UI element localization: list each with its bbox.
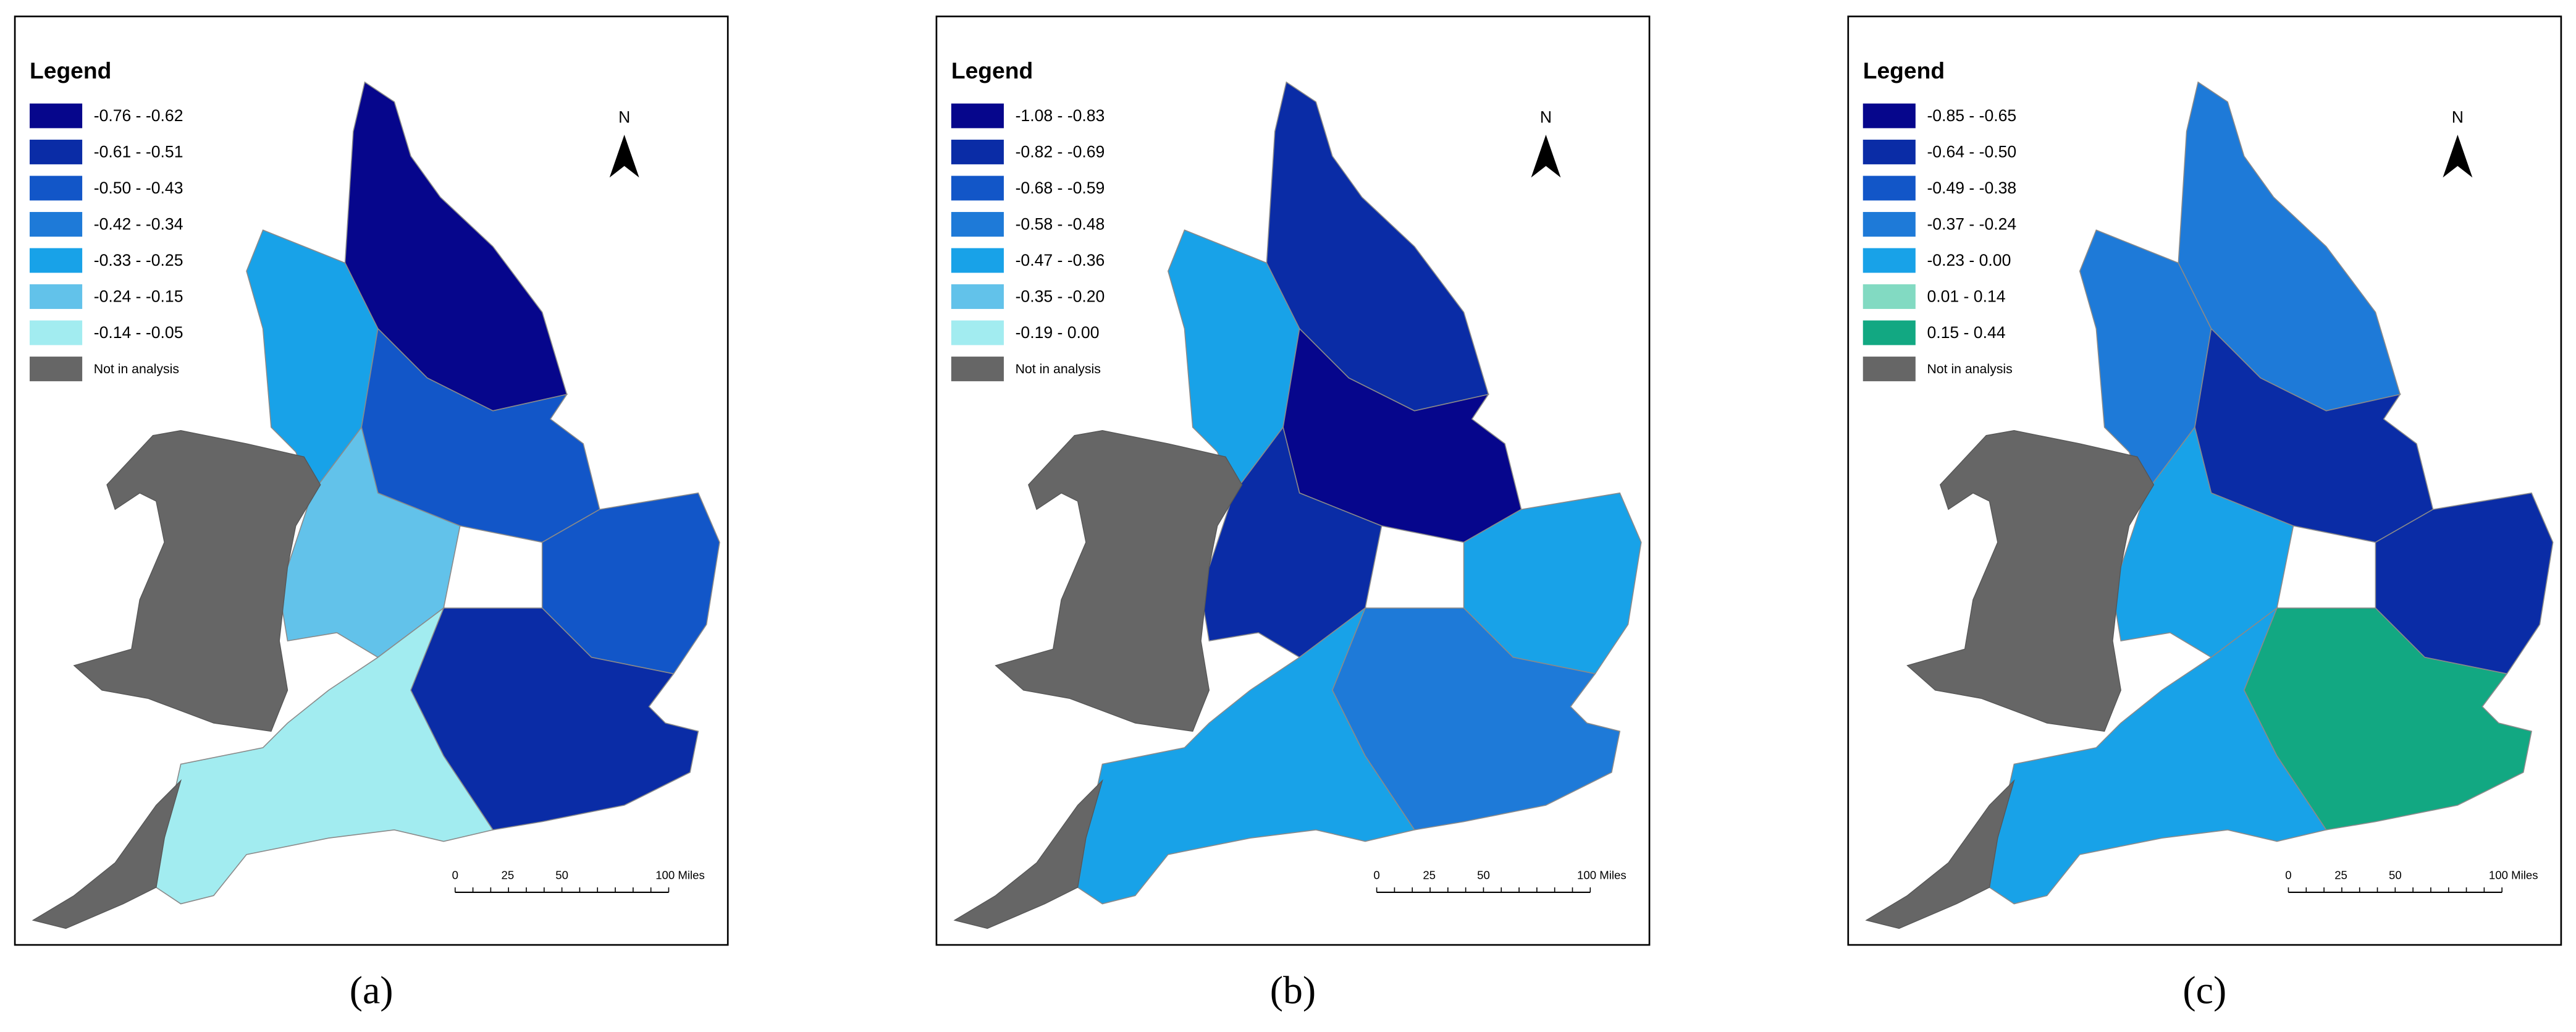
legend-label: Not in analysis	[1016, 362, 1101, 376]
scale-label: 50	[1477, 868, 1490, 881]
region	[1077, 606, 1416, 905]
scale-label: 0	[1373, 868, 1379, 881]
map	[1865, 81, 2554, 929]
legend-label: -0.42 - -0.34	[94, 214, 183, 233]
legend-swatch	[30, 320, 83, 345]
legend-swatch	[30, 140, 83, 164]
legend-label: -0.49 - -0.38	[1927, 179, 2016, 197]
legend-swatch	[1863, 212, 1916, 237]
scale-label: 100 Miles	[2489, 868, 2538, 881]
wales	[73, 430, 321, 732]
legend-label: -0.24 - -0.15	[94, 287, 183, 305]
map	[32, 81, 720, 929]
legend-swatch	[30, 103, 83, 129]
legend-swatch	[30, 176, 83, 201]
legend-label: -0.61 - -0.51	[94, 142, 183, 161]
legend-label: -0.37 - -0.24	[1927, 214, 2016, 233]
wales	[995, 430, 1243, 732]
region	[541, 492, 720, 675]
legend-label: -0.50 - -0.43	[94, 179, 183, 197]
scale-label: 50	[555, 868, 568, 881]
legend-label: -0.19 - 0.00	[1016, 323, 1100, 342]
scale-label: 100 Miles	[1577, 868, 1627, 881]
legend-label: -0.23 - 0.00	[1927, 251, 2011, 269]
legend-swatch	[30, 284, 83, 309]
legend-title: Legend	[951, 57, 1033, 83]
legend-swatch	[1863, 176, 1916, 201]
legend-swatch	[951, 176, 1004, 201]
north-label: N	[1540, 108, 1552, 126]
north-label: N	[2452, 108, 2464, 126]
scale-label: 0	[2285, 868, 2291, 881]
north-arrow	[1531, 135, 1561, 178]
caption: (c)	[2182, 968, 2226, 1012]
wales	[1906, 430, 2155, 732]
scale-label: 50	[2389, 868, 2402, 881]
map-panel: Legend -0.85 - -0.65 -0.64 - -0.50 -0.49 - …	[1847, 15, 2562, 1012]
legend-label: -1.08 - -0.83	[1016, 106, 1105, 125]
legend-swatch	[1863, 248, 1916, 273]
legend-label: -0.33 - -0.25	[94, 251, 183, 269]
legend-swatch	[951, 212, 1004, 237]
map	[953, 81, 1642, 929]
legend-label: 0.15 - 0.44	[1927, 323, 2005, 342]
legend-swatch	[951, 320, 1004, 345]
legend-label: -0.76 - -0.62	[94, 106, 183, 125]
legend-swatch	[951, 140, 1004, 164]
legend-swatch	[30, 357, 83, 381]
region	[1989, 606, 2327, 905]
legend-swatch	[951, 284, 1004, 309]
legend-swatch	[30, 212, 83, 237]
cornwall	[32, 779, 182, 929]
scale-label: 25	[2334, 868, 2347, 881]
map-panel: Legend -1.08 - -0.83 -0.82 - -0.69 -0.68 - …	[935, 15, 1651, 1012]
legend-swatch	[1863, 140, 1916, 164]
legend-swatch	[951, 357, 1004, 381]
legend-label: -0.14 - -0.05	[94, 323, 183, 342]
legend-label: Not in analysis	[94, 362, 179, 376]
legend-swatch	[951, 248, 1004, 273]
legend-label: -0.58 - -0.48	[1016, 214, 1105, 233]
legend-label: -0.82 - -0.69	[1016, 142, 1105, 161]
legend-swatch	[30, 248, 83, 273]
north-label: N	[618, 108, 630, 126]
legend-swatch	[951, 103, 1004, 129]
legend-swatch	[1863, 103, 1916, 129]
legend-swatch	[1863, 357, 1916, 381]
scale-label: 25	[1423, 868, 1436, 881]
legend-label: -0.35 - -0.20	[1016, 287, 1105, 305]
scale-label: 25	[502, 868, 515, 881]
legend-title: Legend	[30, 57, 111, 83]
scale-label: 100 Miles	[655, 868, 705, 881]
region	[2375, 492, 2554, 675]
region	[1463, 492, 1642, 675]
legend-label: -0.64 - -0.50	[1927, 142, 2016, 161]
legend-label: -0.47 - -0.36	[1016, 251, 1105, 269]
scale-label: 0	[452, 868, 458, 881]
cornwall	[1865, 779, 2015, 929]
caption: (b)	[1270, 968, 1316, 1012]
region	[155, 606, 494, 905]
legend-label: Not in analysis	[1927, 362, 2012, 376]
map-panel: Legend -0.76 - -0.62 -0.61 - -0.51 -0.50 - …	[14, 15, 729, 1012]
legend-label: 0.01 - 0.14	[1927, 287, 2005, 305]
cornwall	[953, 779, 1103, 929]
legend-label: -0.68 - -0.59	[1016, 179, 1105, 197]
north-arrow	[2443, 135, 2473, 178]
legend-title: Legend	[1863, 57, 1945, 83]
north-arrow	[609, 135, 639, 178]
legend-label: -0.85 - -0.65	[1927, 106, 2016, 125]
caption: (a)	[350, 968, 394, 1012]
legend-swatch	[1863, 320, 1916, 345]
legend-swatch	[1863, 284, 1916, 309]
